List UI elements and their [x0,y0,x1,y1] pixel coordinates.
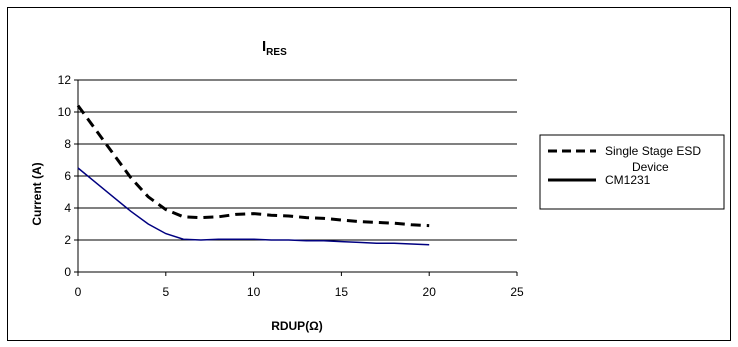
x-tick-label: 5 [162,285,169,299]
series-line-cm1231 [77,167,430,246]
gridlines [78,79,517,241]
y-tick-label: 2 [64,233,71,247]
chart-title: IRES [262,38,287,58]
series-lines [76,104,430,246]
legend-box [539,134,725,210]
x-tick-label: 15 [335,285,349,299]
legend-label: CM1231 [605,173,651,187]
x-tick-label: 10 [247,285,261,299]
axes [74,79,518,276]
y-axis-label: Current (A) [30,162,44,225]
chart-frame [7,7,731,341]
x-tick-label: 20 [423,285,437,299]
legend-label: Device [632,160,669,174]
tick-labels: 0 2 4 6 8 10 12 0 5 10 15 20 25 [58,73,524,299]
series-line-single-stage-esd [76,104,430,228]
y-tick-label: 6 [64,169,71,183]
x-tick-label: 0 [75,285,82,299]
y-tick-label: 4 [64,201,71,215]
legend-label: Single Stage ESD [605,144,701,158]
y-tick-label: 10 [58,105,72,119]
y-tick-label: 0 [64,265,71,279]
x-tick-label: 25 [510,285,524,299]
y-tick-label: 12 [58,73,72,87]
y-tick-label: 8 [64,137,71,151]
x-axis-label: RDUP(Ω) [271,319,323,333]
